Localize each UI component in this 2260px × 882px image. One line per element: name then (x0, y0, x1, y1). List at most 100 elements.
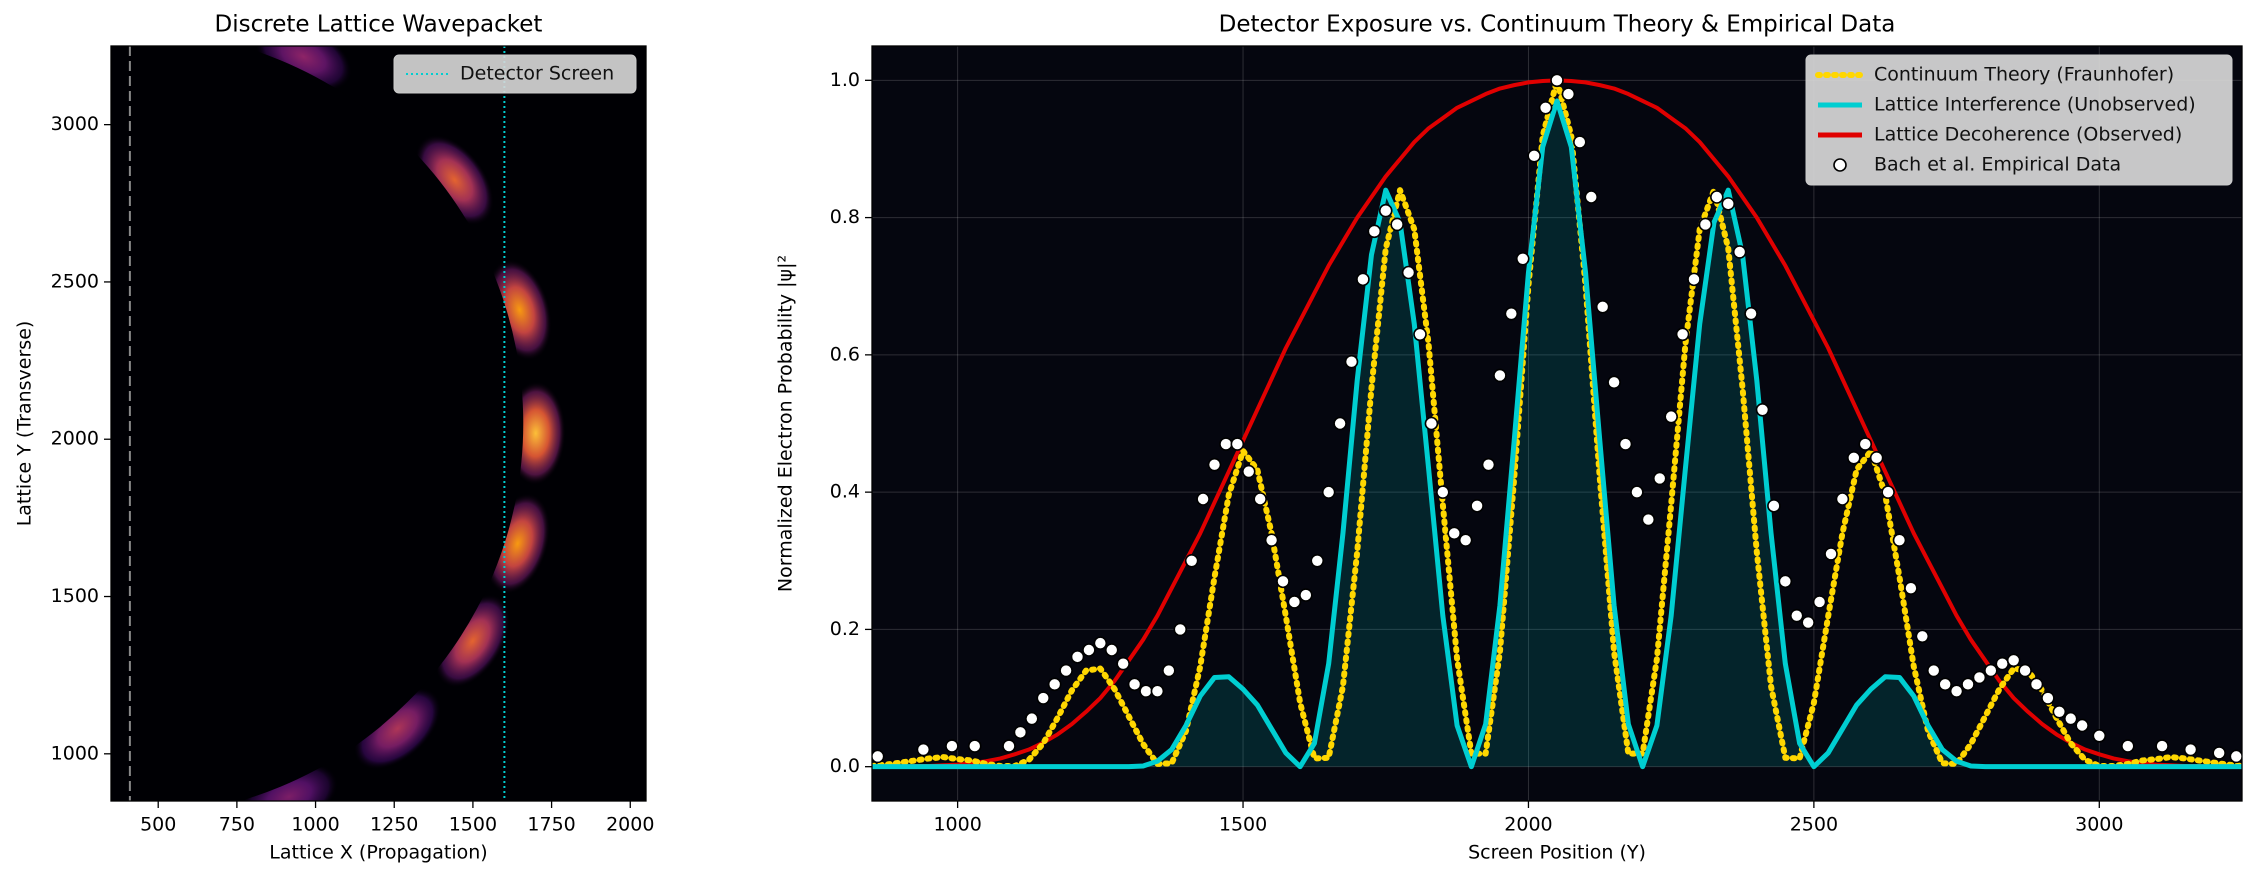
x-tick-label: 1500 (449, 814, 497, 836)
plot-area (111, 46, 646, 801)
data-point (1104, 643, 1119, 657)
data-point (1241, 464, 1256, 479)
data-point (1584, 190, 1599, 204)
data-point (1299, 588, 1313, 602)
data-point (1070, 650, 1085, 664)
data-point (1824, 547, 1838, 561)
x-tick-label: 1000 (933, 814, 981, 836)
data-point (1904, 581, 1918, 596)
data-point (1961, 677, 1975, 692)
data-point (1869, 451, 1884, 465)
y-tick-label: 0.8 (830, 206, 860, 228)
legend-box (393, 54, 637, 94)
data-point (1915, 629, 1930, 644)
data-point (1561, 87, 1576, 101)
data-point (1367, 224, 1382, 239)
x-tick-label: 2000 (606, 814, 654, 836)
x-tick-label: 3000 (2075, 814, 2123, 836)
data-point (1573, 135, 1587, 149)
y-tick-label: 2000 (51, 428, 99, 450)
data-point (1264, 533, 1279, 547)
data-point (1527, 149, 1541, 163)
x-tick-label: 2000 (1504, 814, 1552, 836)
data-point (2183, 742, 2198, 757)
data-point (1470, 499, 1484, 513)
data-point (1493, 368, 1507, 383)
x-axis-label: Screen Position (Y) (1468, 842, 1646, 864)
legend-label: Lattice Interference (Unobserved) (1874, 94, 2196, 116)
x-tick-label: 500 (140, 814, 176, 836)
data-point (1595, 300, 1610, 314)
data-point (1938, 677, 1952, 692)
data-point (2063, 711, 2078, 726)
y-tick-label: 3000 (51, 113, 99, 135)
data-point (1150, 684, 1165, 698)
data-point (1755, 402, 1770, 417)
data-point (1436, 485, 1450, 499)
data-point (1721, 197, 1736, 211)
data-point (1607, 375, 1621, 390)
data-point (2041, 691, 2055, 705)
data-point (1207, 457, 1222, 472)
data-point (2212, 746, 2226, 760)
data-point (1972, 670, 1987, 685)
data-point (1047, 677, 1062, 692)
data-point (1196, 492, 1210, 506)
data-point (1892, 533, 1907, 547)
y-tick-label: 0.0 (830, 755, 860, 777)
data-point (916, 742, 931, 757)
data-point (1230, 437, 1245, 451)
data-point (1664, 409, 1678, 424)
data-point (1995, 656, 2010, 671)
data-point (1276, 574, 1290, 589)
data-point (1767, 499, 1781, 513)
data-point (1801, 615, 1815, 630)
y-axis-label: Lattice Y (Transverse) (14, 321, 36, 527)
data-point (1173, 622, 1188, 637)
data-point (1812, 595, 1827, 609)
data-point (1344, 354, 1359, 369)
data-point (2229, 749, 2242, 764)
data-point (1082, 643, 1096, 657)
legend-label: Detector Screen (460, 63, 614, 85)
y-tick-label: 0.4 (830, 481, 860, 503)
data-point (2075, 718, 2089, 733)
data-point (1778, 574, 1793, 589)
data-point (2155, 739, 2169, 753)
data-point (1036, 691, 1051, 705)
data-point (945, 739, 959, 753)
data-point (1630, 485, 1644, 499)
y-tick-label: 1.0 (830, 69, 860, 91)
data-point (1984, 663, 1998, 678)
legend-swatch (1833, 158, 1847, 172)
data-point (1424, 416, 1439, 431)
x-tick-label: 2500 (1790, 814, 1838, 836)
area-fill (872, 100, 2242, 767)
data-point (1447, 526, 1462, 541)
data-point (1013, 725, 1028, 740)
data-point (1550, 73, 1564, 88)
data-point (1321, 485, 1336, 499)
y-tick-label: 1000 (51, 742, 99, 764)
data-point (1652, 471, 1667, 486)
data-point (2029, 677, 2044, 692)
data-point (1458, 533, 1473, 547)
legend-box (1805, 54, 2233, 186)
data-point (1093, 636, 1108, 650)
data-point (1618, 437, 1633, 451)
data-point (1744, 306, 1758, 321)
y-tick-label: 1500 (51, 585, 99, 607)
data-point (1002, 739, 1016, 753)
x-tick-label: 1750 (527, 814, 575, 836)
data-point (1515, 251, 1530, 266)
data-point (1949, 684, 1964, 698)
data-point (1184, 553, 1199, 568)
data-point (2018, 663, 2032, 678)
data-point (872, 749, 885, 764)
y-axis-label: Normalized Electron Probability |ψ|² (775, 255, 797, 592)
x-tick-label: 750 (219, 814, 255, 836)
data-point (1858, 437, 1873, 451)
data-point (1504, 306, 1519, 321)
data-point (1356, 272, 1370, 287)
